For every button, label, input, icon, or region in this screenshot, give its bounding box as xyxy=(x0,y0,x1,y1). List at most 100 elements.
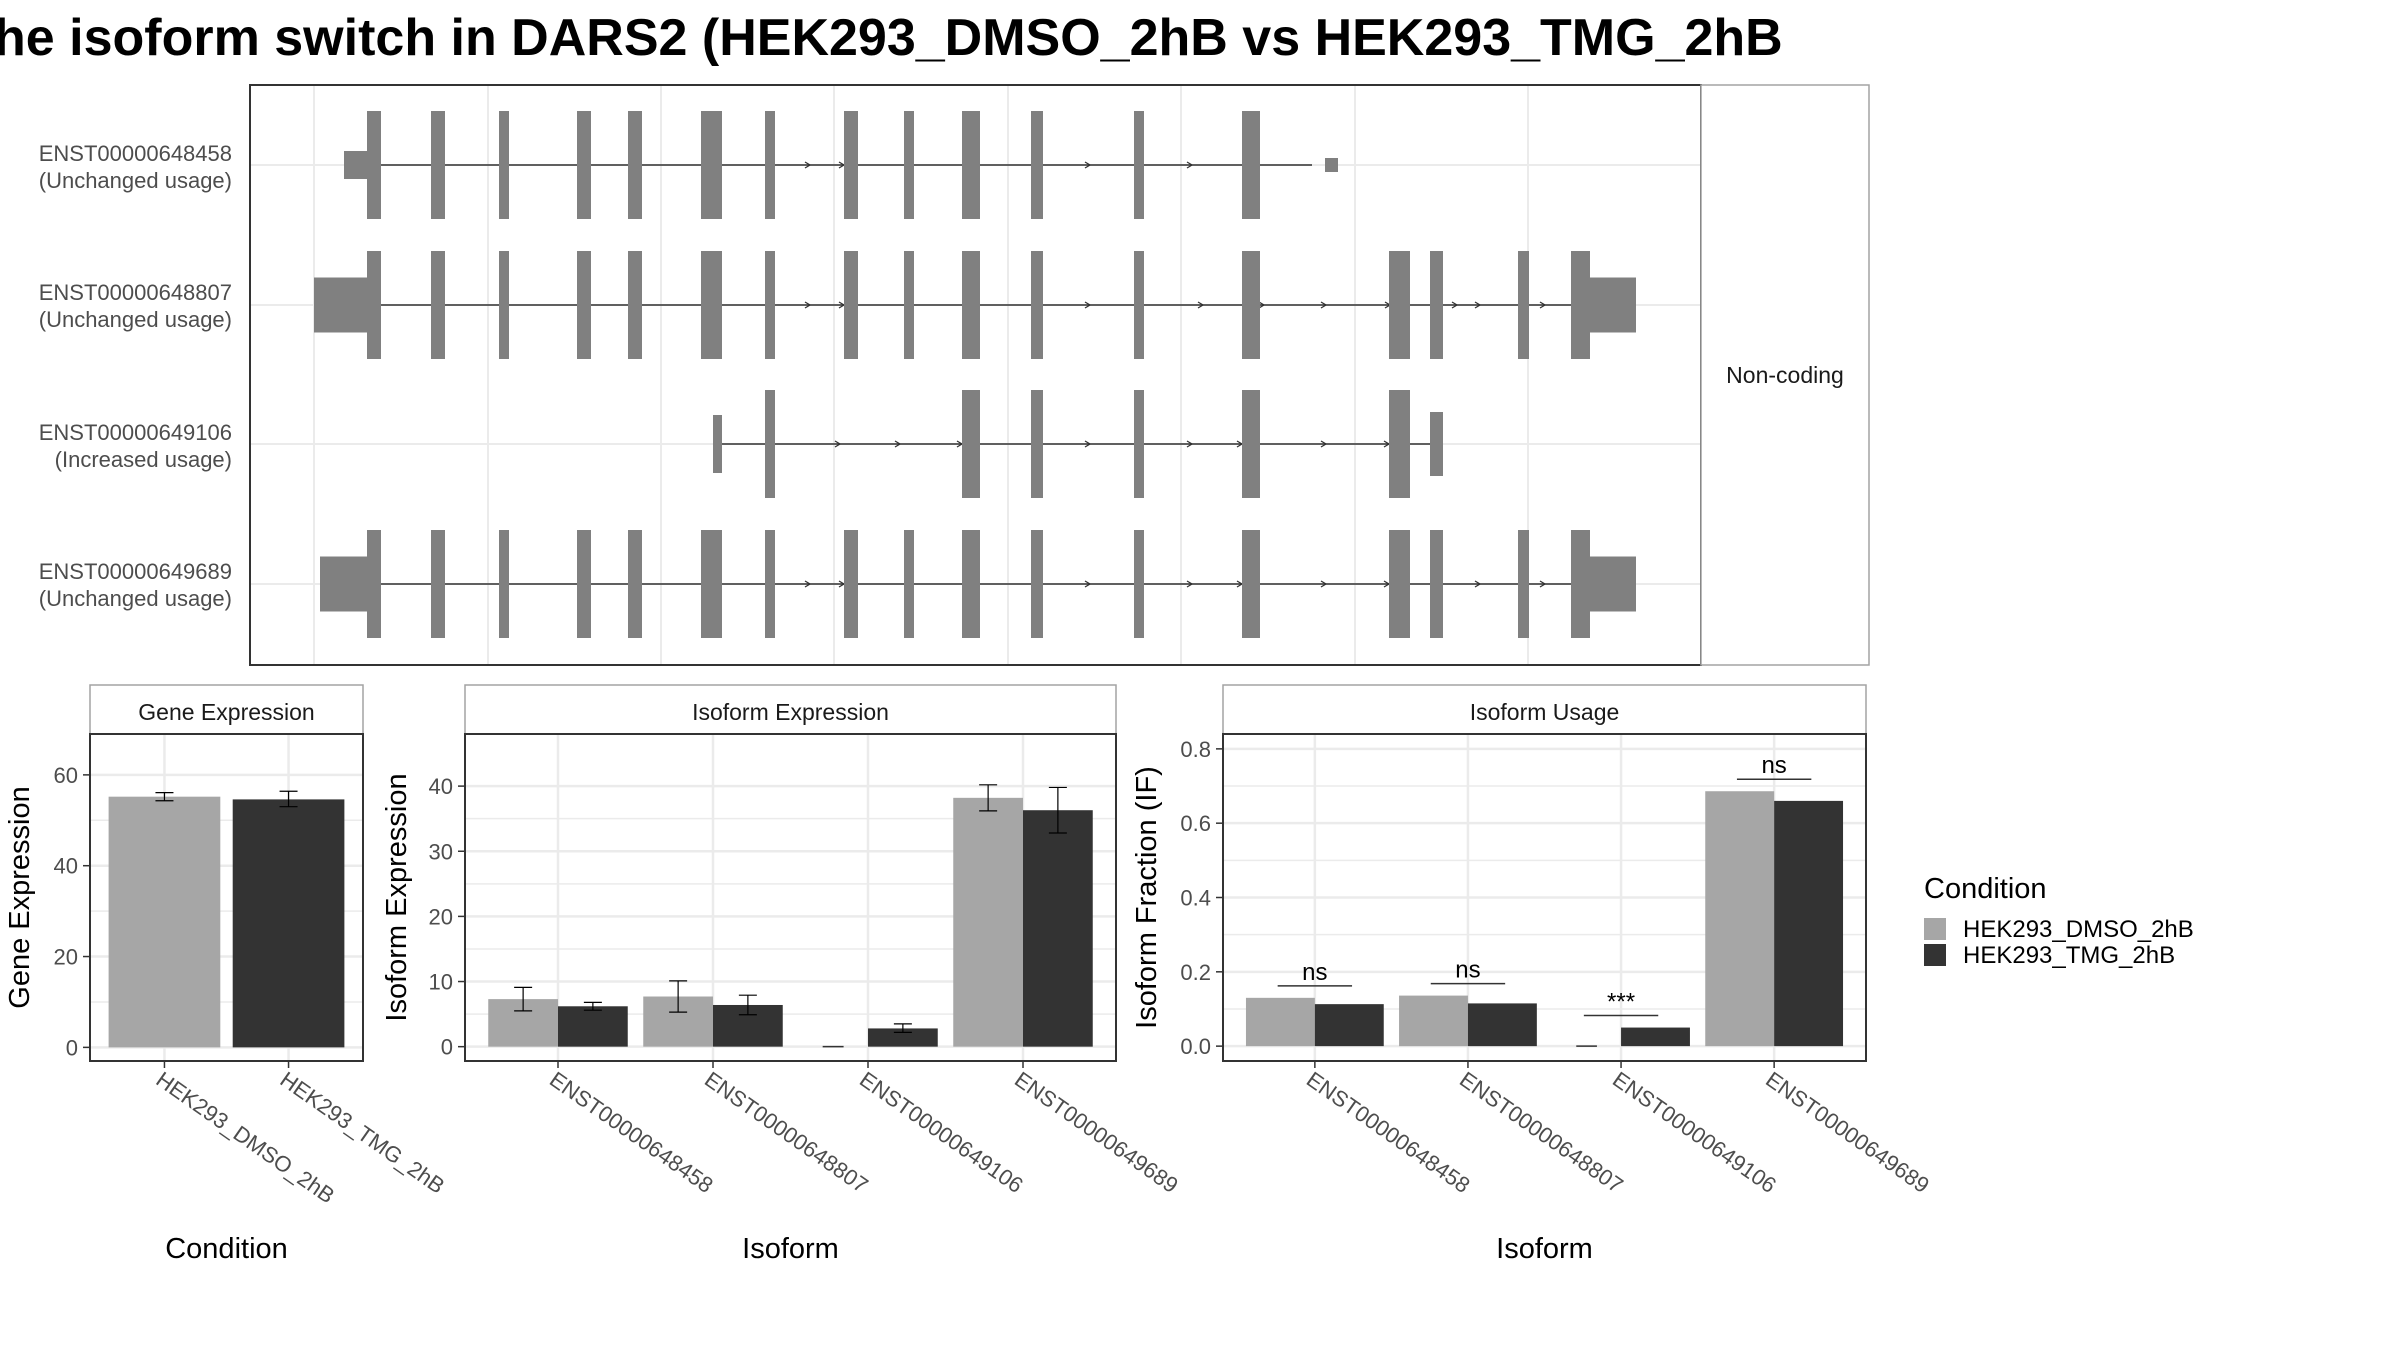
exon xyxy=(1430,251,1443,359)
legend: Condition HEK293_DMSO_2hB HEK293_TMG_2hB xyxy=(1924,873,2194,969)
bar xyxy=(1467,1003,1537,1047)
significance-marker: ns xyxy=(1736,752,1812,780)
exon xyxy=(577,530,591,638)
y-tick-label: 0.8 xyxy=(1180,737,1211,762)
strand-arrow xyxy=(1084,580,1092,588)
bar xyxy=(1621,1027,1690,1047)
bar xyxy=(1023,810,1093,1047)
strand-arrow xyxy=(1539,580,1547,588)
error-bar xyxy=(279,790,298,808)
y-tick-label: 0 xyxy=(441,1035,453,1060)
legend-label: HEK293_TMG_2hB xyxy=(1963,942,2175,969)
strand-arrow xyxy=(804,301,812,309)
x-axis-title: Isoform xyxy=(742,1233,839,1265)
error-bar xyxy=(893,1023,912,1033)
y-tick-label: 20 xyxy=(429,904,453,929)
facet-label: Non-coding xyxy=(1726,362,1844,388)
strip-title: Gene Expression xyxy=(138,699,314,725)
exon xyxy=(1031,390,1043,498)
strand-arrow xyxy=(1084,161,1092,169)
legend-key-dmso xyxy=(1924,918,1946,940)
exon xyxy=(701,251,722,359)
x-tick-label: ENST00000648807 xyxy=(1455,1067,1628,1198)
transcript-labels: ENST00000648458 (Unchanged usage) ENST00… xyxy=(39,141,232,611)
bar xyxy=(953,797,1023,1047)
strand-arrow xyxy=(804,161,812,169)
error-bar xyxy=(738,994,757,1016)
strip-title: Isoform Usage xyxy=(1470,699,1620,725)
exon xyxy=(1571,530,1590,638)
exon xyxy=(1430,530,1443,638)
utr-exon xyxy=(314,277,367,333)
error-bar xyxy=(155,791,174,802)
strand-arrow xyxy=(804,580,812,588)
bar xyxy=(1705,791,1775,1047)
error-bar xyxy=(514,986,533,1012)
exon xyxy=(1134,111,1144,219)
transcript-id-label: ENST00000648458 xyxy=(39,141,232,166)
y-tick-label: 60 xyxy=(54,763,78,788)
utr-exon xyxy=(1590,277,1636,333)
exon xyxy=(701,111,722,219)
significance-label: ns xyxy=(1302,959,1327,986)
y-tick-label: 0.6 xyxy=(1180,811,1211,836)
utr-exon xyxy=(1590,556,1636,612)
exon xyxy=(904,111,914,219)
transcript-structure-panel xyxy=(249,84,1702,666)
strand-arrow xyxy=(1084,301,1092,309)
exon xyxy=(1031,530,1043,638)
strand-arrow xyxy=(1474,301,1482,309)
exon xyxy=(431,530,445,638)
bar xyxy=(232,799,345,1048)
transcript-usage-label: (Unchanged usage) xyxy=(39,168,232,193)
x-tick-label: ENST00000649689 xyxy=(1761,1067,1934,1198)
strand-arrow xyxy=(1451,301,1459,309)
strand-arrow xyxy=(1539,301,1547,309)
exon xyxy=(1242,111,1260,219)
panel-border xyxy=(464,733,1117,1062)
exon xyxy=(962,390,980,498)
exon xyxy=(1134,390,1144,498)
legend-title: Condition xyxy=(1924,873,2047,905)
facet-strip-noncoding: Non-coding xyxy=(1700,84,1870,666)
y-tick-label: 40 xyxy=(429,774,453,799)
y-tick-label: 40 xyxy=(54,854,78,879)
strand-arrow xyxy=(834,440,842,448)
x-tick-label: ENST00000649106 xyxy=(855,1067,1028,1198)
exon xyxy=(431,111,445,219)
facet-strip xyxy=(464,684,1117,735)
significance-marker: ns xyxy=(1430,957,1506,985)
bar xyxy=(1314,1004,1384,1047)
exon xyxy=(1430,412,1443,476)
bar xyxy=(868,1028,938,1047)
strand-arrow xyxy=(1186,580,1194,588)
exon xyxy=(577,111,591,219)
exon xyxy=(1242,530,1260,638)
strand-arrow xyxy=(1320,580,1328,588)
exon xyxy=(765,111,775,219)
transcript-id-label: ENST00000649106 xyxy=(39,420,232,445)
exon xyxy=(1242,251,1260,359)
exon xyxy=(701,530,722,638)
exon xyxy=(1518,251,1529,359)
error-bar xyxy=(583,1001,602,1011)
significance-label: ns xyxy=(1761,752,1786,779)
transcript-track xyxy=(713,390,1443,498)
exon xyxy=(367,111,381,219)
legend-key-tmg xyxy=(1924,944,1946,966)
transcript-track xyxy=(314,251,1636,359)
bar xyxy=(1399,995,1468,1047)
exon xyxy=(1031,251,1043,359)
exon xyxy=(577,251,591,359)
exon xyxy=(499,530,509,638)
exon xyxy=(1389,390,1410,498)
exon xyxy=(844,530,858,638)
bar xyxy=(1245,997,1315,1047)
exon xyxy=(1518,530,1529,638)
exon xyxy=(1134,530,1144,638)
exon xyxy=(765,390,775,498)
exon xyxy=(367,530,381,638)
transcript-usage-label: (Increased usage) xyxy=(55,447,232,472)
